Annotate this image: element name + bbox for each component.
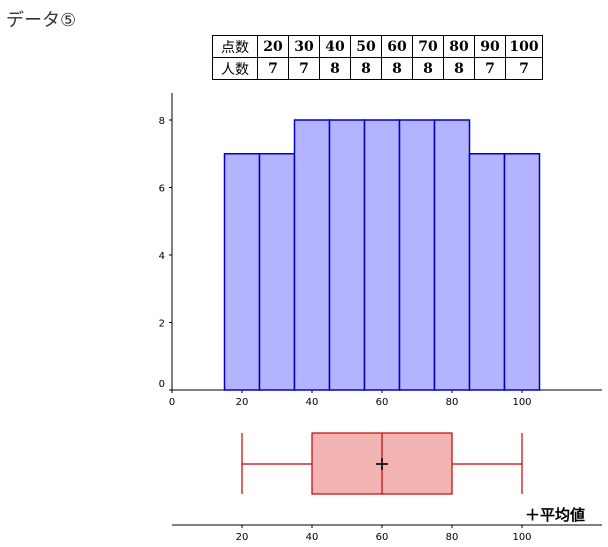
box-x-tick-label: 40 (306, 532, 319, 543)
score-cell: 100 (505, 35, 543, 58)
count-cell: 8 (350, 57, 382, 80)
x-tick-label: 0 (169, 397, 175, 408)
histogram-bar (398, 119, 436, 391)
score-cell: 30 (288, 35, 320, 58)
histogram-bar (433, 119, 471, 391)
histogram-bar (468, 153, 506, 391)
box-x-tick-label: 100 (512, 532, 531, 543)
y-tick-label: 6 (159, 184, 165, 195)
y-tick-label: 2 (159, 319, 165, 330)
y-tick-label: 0 (159, 379, 165, 390)
score-row: 点数 20 30 40 50 60 70 80 90 100 (212, 35, 543, 58)
y-tick-label: 4 (159, 251, 165, 262)
histogram: 0 20 40 60 80 100 0 2 4 6 8 (159, 93, 602, 408)
box-x-tick-label: 20 (236, 532, 249, 543)
x-tick-label: 80 (446, 397, 459, 408)
box-x-tick-label: 80 (446, 532, 459, 543)
histogram-bar (503, 153, 541, 391)
x-tick-label: 40 (306, 397, 319, 408)
histogram-bar (363, 119, 401, 391)
mean-legend: ＋平均値 (525, 506, 585, 524)
count-cell: 7 (505, 57, 543, 80)
count-row: 人数 7 7 8 8 8 8 8 7 7 (212, 57, 543, 80)
x-tick-label: 100 (512, 397, 531, 408)
frequency-table: 点数 20 30 40 50 60 70 80 90 100 人数 7 7 8 … (212, 35, 543, 80)
histogram-bar (223, 153, 261, 391)
count-row-label: 人数 (212, 57, 258, 80)
chart-title: データ⑤ (6, 10, 77, 31)
score-cell: 60 (381, 35, 413, 58)
y-tick-label: 8 (159, 116, 165, 127)
box-x-tick-label: 60 (376, 532, 389, 543)
histogram-bar (258, 153, 296, 391)
score-cell: 90 (474, 35, 506, 58)
x-tick-label: 20 (236, 397, 249, 408)
score-cell: 80 (443, 35, 475, 58)
box-plot: 20 40 60 80 100 ＋平均値 (172, 432, 602, 543)
score-cell: 50 (350, 35, 382, 58)
histogram-bar (328, 119, 366, 391)
histogram-bar (293, 119, 331, 391)
x-tick-label: 60 (376, 397, 389, 408)
score-cell: 20 (257, 35, 289, 58)
